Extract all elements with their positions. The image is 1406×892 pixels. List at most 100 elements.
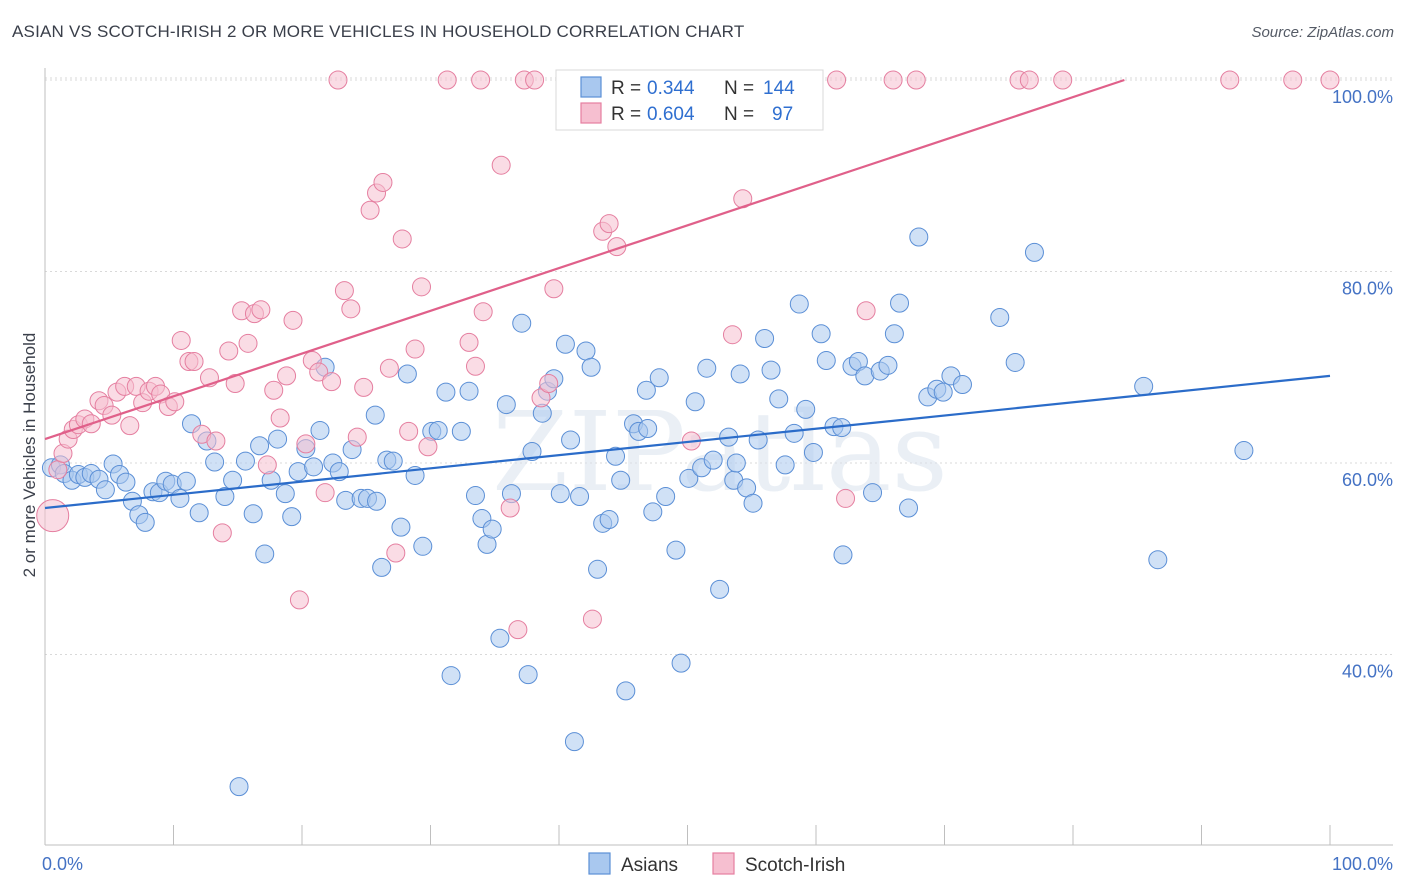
asian-point	[933, 382, 953, 402]
scotch-irish-point	[328, 70, 348, 90]
asian-point	[952, 374, 972, 394]
asian-point	[555, 334, 575, 354]
asian-point	[796, 399, 816, 419]
legend-n-label-1: N =	[724, 78, 754, 99]
scotch-irish-point	[459, 332, 479, 352]
asian-point	[570, 487, 590, 507]
scotch-irish-point	[379, 358, 399, 378]
y-tick-labels: 100.0% 80.0% 60.0% 40.0%	[1332, 87, 1393, 682]
scotch-irish-point	[544, 279, 564, 299]
asian-point	[743, 493, 763, 513]
asian-point	[176, 471, 196, 491]
scotch-irish-point	[465, 356, 485, 376]
y-tick-label: 80.0%	[1342, 279, 1393, 299]
scotch-irish-point	[582, 609, 602, 629]
scotch-irish-point	[309, 362, 329, 382]
asian-point	[564, 732, 584, 752]
scotch-irish-point	[1320, 70, 1340, 90]
asian-point	[561, 430, 581, 450]
scotch-irish-point	[120, 416, 140, 436]
scotch-irish-point	[341, 299, 361, 319]
scotch-irish-point	[283, 310, 303, 330]
asian-point	[616, 681, 636, 701]
scotch-irish-point	[491, 155, 511, 175]
asian-point	[638, 419, 658, 439]
source-label: Source: ZipAtlas.com	[1251, 24, 1394, 41]
scotch-irish-point	[1053, 70, 1073, 90]
scotch-irish-point	[322, 372, 342, 392]
asian-point	[599, 509, 619, 529]
asian-point	[784, 423, 804, 443]
legend-n-value-2: 97	[772, 104, 793, 125]
asian-point	[490, 628, 510, 648]
gridlines	[45, 77, 1393, 655]
asian-point	[1024, 242, 1044, 262]
scotch-irish-point	[171, 330, 191, 350]
scotch-irish-point	[508, 620, 528, 640]
asian-point	[803, 442, 823, 462]
asian-point	[243, 504, 263, 524]
asian-point	[649, 368, 669, 388]
asian-point	[990, 307, 1010, 327]
asian-point	[518, 665, 538, 685]
asian-point	[189, 503, 209, 523]
scotch-irish-point	[412, 277, 432, 297]
asian-point	[451, 421, 471, 441]
asian-point	[482, 519, 502, 539]
asian-point	[685, 392, 705, 412]
asian-point	[769, 389, 789, 409]
asian-point	[391, 517, 411, 537]
asian-point	[367, 491, 387, 511]
legend-r-label-1: R =	[611, 78, 641, 99]
asian-point	[215, 487, 235, 507]
scotch-irish-point	[184, 352, 204, 372]
scotch-irish-point	[399, 421, 419, 441]
scotch-irish-legend-label: Scotch-Irish	[745, 855, 845, 876]
scotch-irish-point	[539, 374, 559, 394]
asian-point	[761, 360, 781, 380]
y-tick-label: 60.0%	[1342, 470, 1393, 490]
asian-point	[304, 457, 324, 477]
asian-point	[310, 420, 330, 440]
asian-point	[441, 666, 461, 686]
asian-point	[775, 455, 795, 475]
asian-point	[726, 453, 746, 473]
scotch-irish-point	[405, 339, 425, 359]
scotch-irish-point	[251, 300, 271, 320]
asians-legend-label: Asians	[621, 855, 678, 876]
scotch-irish-point	[883, 70, 903, 90]
scotch-irish-point	[212, 523, 232, 543]
axes	[44, 68, 1393, 846]
asian-point	[459, 381, 479, 401]
asian-point	[255, 544, 275, 564]
asian-point	[512, 313, 532, 333]
y-tick-label: 100.0%	[1332, 87, 1393, 107]
asian-point	[656, 487, 676, 507]
scotch-irish-point	[1019, 70, 1039, 90]
asian-point	[229, 777, 249, 797]
asian-point	[755, 329, 775, 349]
x-tick-label: 0.0%	[42, 854, 83, 874]
legend-n-label-2: N =	[724, 104, 754, 125]
scotch-irish-point	[347, 427, 367, 447]
asian-point	[730, 364, 750, 384]
scotch-irish-point	[500, 498, 520, 518]
scotch-irish-point	[471, 70, 491, 90]
asian-point	[1148, 550, 1168, 570]
asian-point	[666, 540, 686, 560]
scotch-irish-point	[373, 172, 393, 192]
scotch-irish-point	[437, 70, 457, 90]
asian-point	[636, 380, 656, 400]
scotch-irish-point	[386, 543, 406, 563]
asian-point	[329, 462, 349, 482]
scotch-irish-point	[102, 405, 122, 425]
scotch-irish-swatch	[712, 852, 735, 875]
scotch-irish-point	[289, 590, 309, 610]
scotch-irish-points	[36, 70, 1340, 640]
asians-swatch	[588, 852, 611, 875]
scotch-irish-point	[36, 499, 70, 533]
asian-point	[909, 227, 929, 247]
scotch-irish-point	[270, 408, 290, 428]
asian-point	[428, 420, 448, 440]
asian-point	[671, 653, 691, 673]
